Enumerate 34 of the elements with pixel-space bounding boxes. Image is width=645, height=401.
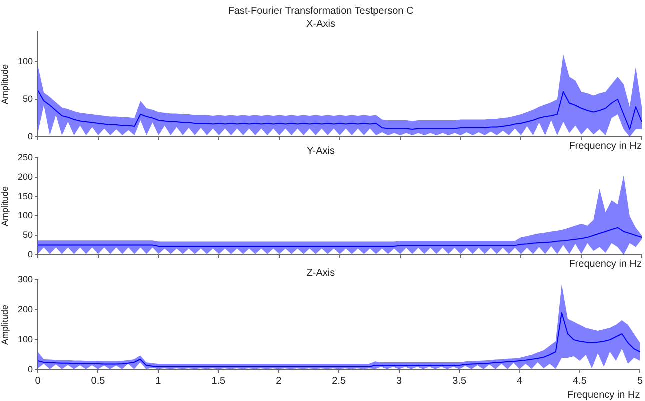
y-tick-label: 50 [22, 94, 33, 104]
y-tick-label: 250 [18, 152, 33, 162]
y-tick-label: 300 [18, 274, 33, 284]
x-tick-label: 4 [516, 376, 523, 387]
chart-title: Y-Axis [307, 146, 335, 157]
y-tick-label: 0 [28, 131, 33, 142]
y-tick-label: 150 [18, 191, 33, 202]
y-tick-label: 100 [18, 56, 33, 66]
chart-title: Fast-Fourier Transformation Testperson C [228, 6, 414, 17]
y-tick-label: 100 [18, 210, 33, 221]
x-tick-label: 1 [156, 376, 162, 387]
y-tick-label: 200 [18, 172, 33, 182]
x-tick-label: 2 [276, 376, 282, 387]
y-tick-label: 0 [28, 249, 33, 260]
y-axis-title: Amplitude [0, 186, 10, 227]
y-tick-label: 50 [22, 230, 33, 240]
x-axis-title: Frequency in Hz [569, 140, 642, 152]
x-axis-title: Frequency in Hz [569, 258, 642, 270]
y-axis-title: Amplitude [0, 304, 10, 346]
x-tick-label: 5 [637, 376, 644, 387]
x-tick-label: 3 [396, 376, 403, 387]
chart-title: Z-Axis [306, 268, 336, 279]
x-tick-label: 3.5 [452, 376, 467, 387]
y-tick-label: 0 [28, 364, 33, 374]
y-tick-label: 100 [18, 334, 33, 344]
chart-subtitle: X-Axis [306, 18, 336, 30]
x-tick-label: 0 [35, 376, 42, 387]
x-tick-label: 2.5 [332, 376, 346, 387]
x-axis-title: Frequency in Hz [567, 390, 640, 401]
y-axis-title: Amplitude [0, 64, 10, 105]
x-tick-label: 1.5 [212, 376, 226, 387]
x-tick-label: 4.5 [573, 376, 588, 387]
x-tick-label: 0.5 [91, 376, 106, 387]
y-tick-label: 200 [18, 304, 33, 314]
